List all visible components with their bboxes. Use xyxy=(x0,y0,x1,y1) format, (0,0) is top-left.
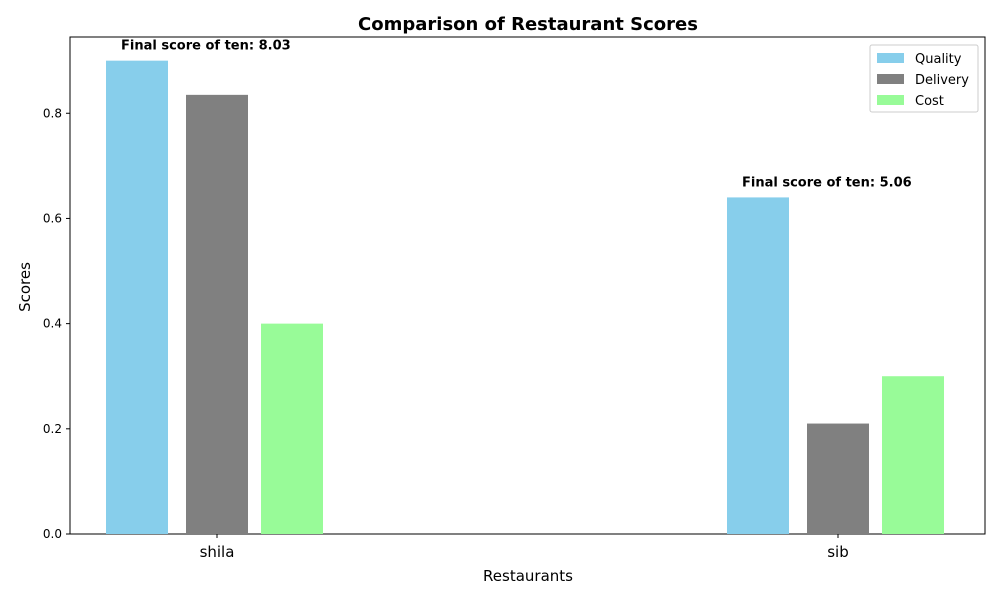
plot-frame xyxy=(69,36,986,535)
y-tick-label: 0.2 xyxy=(43,422,62,436)
legend: Quality Delivery Cost xyxy=(869,44,979,113)
x-axis-label: Restaurants xyxy=(483,567,573,585)
bar-cost-shila xyxy=(261,323,323,534)
bar-delivery-sib xyxy=(807,423,869,534)
y-axis-label: Scores xyxy=(16,262,34,312)
x-tick-label: sib xyxy=(827,543,849,561)
legend-label-delivery: Delivery xyxy=(915,73,969,88)
bar-quality-shila xyxy=(106,60,168,535)
plot-area: 0.0 0.2 0.4 0.6 0.8 shila Final score of ten: … xyxy=(43,36,986,561)
legend-label-quality: Quality xyxy=(915,52,962,67)
y-tick-label: 0.6 xyxy=(43,211,62,225)
chart-title: Comparison of Restaurant Scores xyxy=(358,14,698,35)
bar-quality-sib xyxy=(727,197,789,534)
y-tick-label: 0.0 xyxy=(43,527,62,541)
legend-label-cost: Cost xyxy=(915,94,944,109)
final-score-annotation: Final score of ten: 8.03 xyxy=(121,39,291,54)
bar-delivery-shila xyxy=(186,94,248,534)
y-tick-label: 0.4 xyxy=(43,317,62,331)
legend-swatch-cost xyxy=(877,95,904,105)
legend-swatch-quality xyxy=(877,53,904,63)
bar-cost-sib xyxy=(882,376,944,534)
y-tick-label: 0.8 xyxy=(43,106,62,120)
legend-swatch-delivery xyxy=(877,74,904,84)
final-score-annotation: Final score of ten: 5.06 xyxy=(742,175,912,190)
x-tick-label: shila xyxy=(200,543,235,561)
